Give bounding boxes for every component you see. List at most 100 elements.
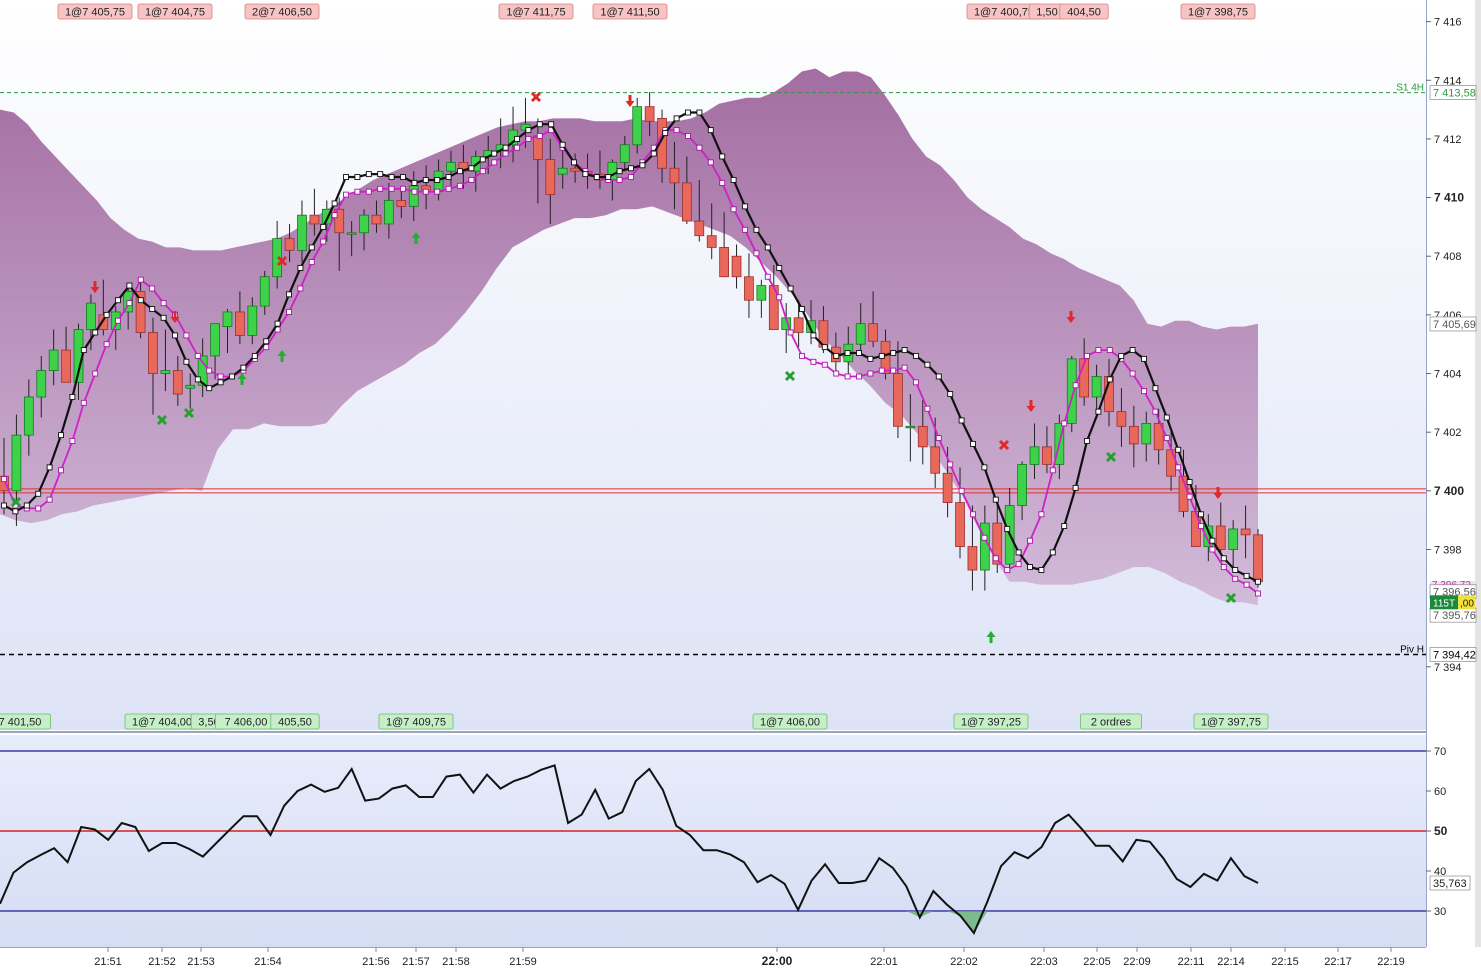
candle[interactable] [905, 394, 916, 462]
moving-average-magenta-point [1141, 388, 1147, 395]
candle-body-down [1116, 411, 1127, 427]
candle[interactable] [1066, 355, 1077, 433]
sell-order-badge[interactable]: 1@7 405,75 [57, 3, 133, 20]
candle[interactable] [247, 297, 258, 345]
buy-order-badge[interactable]: 7 401,50 [0, 713, 51, 730]
candle[interactable] [731, 244, 742, 289]
candle[interactable] [756, 279, 767, 318]
buy-order-badge[interactable]: 2 ordres [1080, 713, 1143, 730]
candle[interactable] [768, 265, 779, 330]
sell-order-badge[interactable]: 1@7 411,50 [592, 3, 668, 20]
candle[interactable] [1017, 461, 1027, 521]
candle[interactable] [868, 291, 878, 348]
candle[interactable] [297, 200, 307, 263]
candle[interactable] [1240, 505, 1251, 559]
candle[interactable] [172, 355, 183, 406]
candle-body-down [917, 425, 928, 448]
buy-order-badge-box [270, 713, 320, 730]
candle[interactable] [545, 138, 556, 224]
buy-order-badge[interactable]: 1@7 404,00 [124, 713, 200, 730]
candle[interactable] [669, 141, 680, 210]
candle[interactable] [632, 97, 643, 154]
candle[interactable] [48, 329, 59, 386]
moving-average-magenta-point [525, 135, 532, 142]
buy-order-badge[interactable]: 1@7 409,75 [378, 713, 454, 730]
buy-order-badge[interactable]: 1@7 397,75 [1193, 713, 1269, 730]
sell-order-badge-label: 1@7 398,75 [1188, 7, 1248, 19]
candle[interactable] [1029, 423, 1040, 480]
candle[interactable] [210, 323, 220, 380]
moving-average-magenta-point [844, 373, 851, 380]
candle[interactable] [148, 317, 158, 415]
buy-order-badge[interactable]: 7 406,00 [214, 713, 277, 730]
candle[interactable] [61, 326, 71, 383]
candle[interactable] [98, 279, 109, 336]
candle[interactable] [359, 209, 369, 251]
sell-order-badge[interactable]: 404,50 [1059, 3, 1109, 20]
candle[interactable] [917, 399, 928, 465]
candle[interactable] [346, 221, 357, 257]
indicator-tick-label: 30 [1434, 906, 1446, 918]
candle[interactable] [744, 253, 754, 318]
candle[interactable] [719, 212, 729, 278]
candle[interactable] [557, 150, 568, 189]
candle[interactable] [1116, 388, 1127, 447]
buy-order-badge[interactable]: 1@7 406,00 [752, 713, 828, 730]
sell-order-badge[interactable]: 1,50 [1028, 3, 1066, 20]
candle[interactable] [893, 341, 903, 439]
candle[interactable] [955, 467, 965, 559]
candle[interactable] [135, 282, 146, 339]
moving-average-black-point [1072, 484, 1079, 491]
buy-order-badge-label: 405,50 [278, 717, 312, 729]
candle-body-down [1153, 422, 1164, 451]
sell-order-badge[interactable]: 1@7 398,75 [1180, 3, 1256, 20]
candle[interactable] [1091, 364, 1102, 415]
sell-order-badge[interactable]: 2@7 406,50 [244, 3, 320, 20]
candle[interactable] [793, 300, 804, 348]
candle[interactable] [855, 303, 866, 356]
candle[interactable] [23, 379, 34, 456]
candle[interactable] [644, 91, 655, 136]
candle[interactable] [334, 197, 345, 271]
buy-order-badge-box [953, 713, 1029, 730]
buy-order-badge[interactable]: 1@7 397,25 [953, 713, 1029, 730]
moving-average-black-point [103, 311, 110, 318]
moving-average-magenta-point [1232, 575, 1239, 582]
candle[interactable] [160, 329, 171, 392]
candle[interactable] [222, 309, 233, 353]
moving-average-black-point [787, 285, 794, 292]
candle-body-down [396, 200, 407, 207]
candle-body-down [533, 135, 543, 160]
sell-order-badge[interactable]: 1@7 400,75 [966, 3, 1042, 20]
candle[interactable] [36, 355, 47, 418]
candle[interactable] [1203, 514, 1214, 562]
candle[interactable] [1141, 411, 1152, 462]
moving-average-magenta-point [206, 367, 213, 374]
candle[interactable] [371, 200, 382, 233]
buy-order-badge[interactable]: 405,50 [270, 713, 320, 730]
sell-order-badge-box [498, 3, 574, 20]
candle[interactable] [1042, 426, 1052, 474]
candle[interactable] [682, 156, 692, 224]
moving-average-magenta-point [1049, 467, 1056, 474]
candle[interactable] [384, 182, 394, 239]
candle[interactable] [694, 179, 705, 242]
sell-order-badge[interactable]: 1@7 411,75 [498, 3, 574, 20]
candle[interactable] [235, 291, 245, 345]
candle[interactable] [309, 188, 320, 236]
candle[interactable] [284, 223, 295, 263]
price-level-badge-box [1429, 316, 1477, 332]
candle[interactable] [1215, 502, 1226, 553]
right-scrollbar[interactable] [1475, 0, 1481, 947]
candle[interactable] [272, 221, 283, 289]
candle[interactable] [185, 373, 196, 409]
candle[interactable] [1228, 520, 1239, 573]
candle[interactable] [706, 203, 717, 260]
candle[interactable] [967, 505, 978, 591]
sell-order-badge[interactable]: 1@7 404,75 [137, 3, 213, 20]
candle[interactable] [1128, 405, 1139, 468]
moving-average-black-point [753, 226, 760, 233]
candle[interactable] [259, 270, 270, 315]
candle[interactable] [619, 135, 630, 172]
